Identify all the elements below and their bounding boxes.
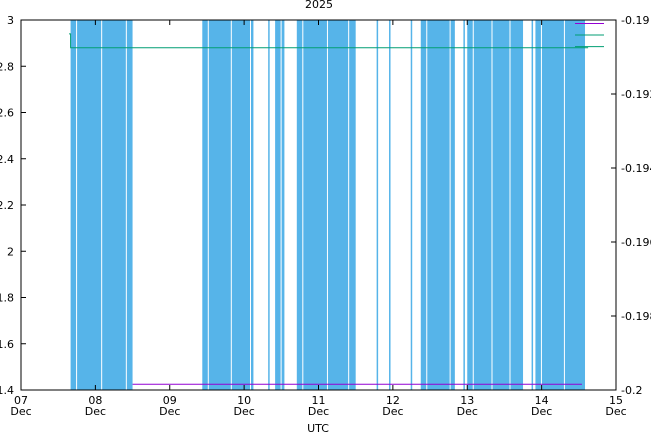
x-axis-label: UTC	[307, 422, 329, 432]
y-tick-label: 2.6	[0, 107, 14, 120]
y-tick-label: 3	[7, 14, 14, 27]
series-layer	[69, 20, 589, 390]
spike-band	[275, 20, 285, 390]
x-tick-label-day: 09	[163, 394, 177, 407]
y-axis-right: -0.2 -0.198 -0.196 -0.194 -0.192 -0.19	[611, 14, 651, 397]
x-tick-label-month: Dec	[382, 405, 403, 418]
x-tick-label-day: 13	[460, 394, 474, 407]
y2-tick-label: -0.198	[621, 310, 651, 323]
x-tick-label-day: 07	[14, 394, 28, 407]
y-tick-label: 2	[7, 245, 14, 258]
x-tick-label-day: 12	[386, 394, 400, 407]
x-tick-label-month: Dec	[531, 405, 552, 418]
y2-tick-label: -0.2	[621, 384, 642, 397]
chart-title: 2025	[305, 0, 333, 11]
x-tick-label-month: Dec	[605, 405, 626, 418]
x-tick-label-day: 08	[88, 394, 102, 407]
y2-tick-label: -0.196	[621, 236, 651, 249]
x-tick-label-month: Dec	[10, 405, 31, 418]
x-tick-label-day: 10	[237, 394, 251, 407]
x-tick-label-month: Dec	[308, 405, 329, 418]
x-tick-label-day: 15	[609, 394, 623, 407]
series-spikes	[70, 20, 586, 390]
y-tick-label: 2.8	[0, 60, 14, 73]
x-tick-label-month: Dec	[233, 405, 254, 418]
y-tick-label: 1.4	[0, 384, 14, 397]
legend	[575, 22, 604, 48]
x-axis: 07Dec08Dec09Dec10Dec11Dec12Dec13Dec14Dec…	[10, 20, 627, 418]
y2-tick-label: -0.194	[621, 162, 651, 175]
y-axis-left: 1.4 1.6 1.8 2 2.2 2.4 2.6 2.8 3	[0, 14, 26, 397]
spike-band	[535, 20, 586, 390]
plot-area	[69, 20, 589, 390]
y2-tick-label: -0.192	[621, 88, 651, 101]
x-tick-label-day: 11	[312, 394, 326, 407]
spike-band	[202, 20, 254, 390]
x-tick-label-month: Dec	[85, 405, 106, 418]
y-tick-label: 2.4	[0, 153, 14, 166]
y-tick-label: 1.8	[0, 292, 14, 305]
x-tick-label-month: Dec	[457, 405, 478, 418]
y2-tick-label: -0.19	[621, 14, 649, 27]
x-tick-label-month: Dec	[159, 405, 180, 418]
y-tick-label: 1.6	[0, 338, 14, 351]
spike-band	[296, 20, 356, 390]
x-tick-label-day: 14	[535, 394, 549, 407]
series-step-line	[69, 33, 589, 49]
y-tick-label: 2.2	[0, 199, 14, 212]
spike-band	[467, 20, 524, 390]
